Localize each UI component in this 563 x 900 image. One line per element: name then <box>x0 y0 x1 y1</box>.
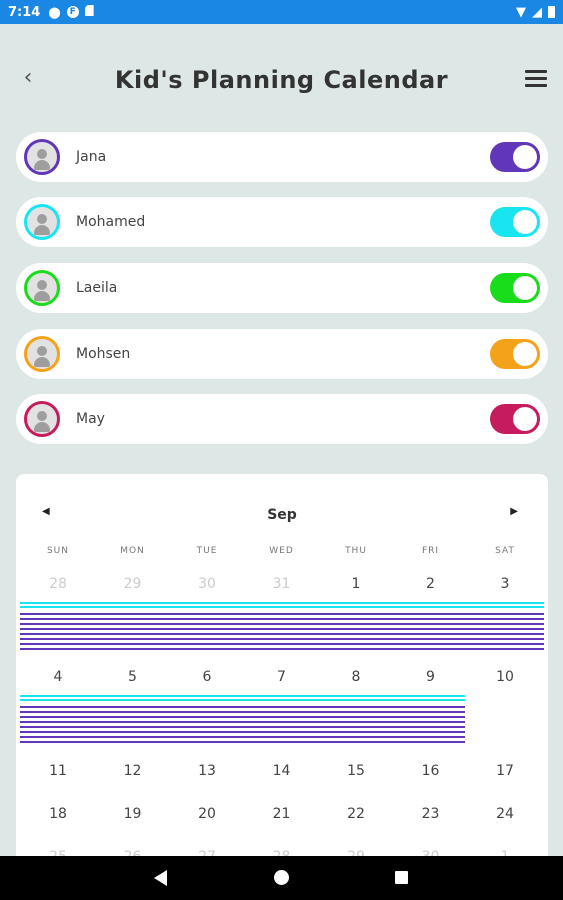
calendar: ◀ Sep ▶ SUN MON TUE WED THU FRI SAT 28 29 30 31 1 2 3… <box>16 474 548 874</box>
calendar-day[interactable]: 14 <box>272 763 291 779</box>
event-bar[interactable] <box>20 643 544 645</box>
calendar-day[interactable]: 6 <box>202 669 212 685</box>
wifi-icon: ▼ <box>516 4 526 20</box>
event-bar[interactable] <box>20 706 465 708</box>
event-bar[interactable] <box>20 606 544 608</box>
calendar-day[interactable]: 20 <box>198 806 216 822</box>
calendar-day[interactable]: 18 <box>49 806 67 822</box>
event-bar[interactable] <box>20 602 544 604</box>
calendar-day[interactable]: 29 <box>123 576 142 592</box>
back-button[interactable]: ‹ <box>23 65 33 90</box>
kid-toggle[interactable] <box>490 142 540 172</box>
status-bar: 7:14 ⬤ F ▼ ◢ <box>0 0 563 24</box>
kid-toggle[interactable] <box>490 404 540 434</box>
kid-row[interactable]: Laeila <box>16 263 548 313</box>
avatar <box>24 336 60 372</box>
event-bar[interactable] <box>20 613 544 615</box>
event-bar[interactable] <box>20 638 544 640</box>
calendar-day[interactable]: 17 <box>496 763 514 779</box>
event-bar[interactable] <box>20 721 465 723</box>
calendar-day[interactable]: 11 <box>49 763 67 779</box>
location-icon: ⬤ <box>48 5 61 19</box>
kid-row[interactable]: Jana <box>16 132 548 182</box>
nav-home-icon[interactable] <box>274 870 289 885</box>
weekday-label: THU <box>345 546 367 556</box>
avatar <box>24 204 60 240</box>
event-bar[interactable] <box>20 695 465 697</box>
calendar-day[interactable]: 19 <box>123 806 142 822</box>
weekday-label: MON <box>120 546 145 556</box>
menu-icon[interactable] <box>525 70 547 88</box>
kid-row[interactable]: Mohsen <box>16 329 548 379</box>
calendar-day[interactable]: 2 <box>426 576 435 592</box>
event-bar[interactable] <box>20 726 465 728</box>
avatar <box>24 139 60 175</box>
event-bar[interactable] <box>20 711 465 713</box>
calendar-day[interactable]: 9 <box>426 669 435 685</box>
sd-card-icon <box>84 5 94 16</box>
nav-recents-icon[interactable] <box>395 871 408 884</box>
event-bar[interactable] <box>20 648 544 650</box>
weekday-label: SAT <box>495 546 515 556</box>
kid-name: May <box>76 411 105 427</box>
app-bar: ‹ Kid's Planning Calendar <box>0 24 563 108</box>
weekday-label: FRI <box>421 546 440 556</box>
calendar-day[interactable]: 13 <box>198 763 216 779</box>
app-notification-icon: F <box>66 6 79 18</box>
calendar-day[interactable]: 16 <box>421 763 440 779</box>
calendar-day[interactable]: 12 <box>123 763 142 779</box>
prev-month-icon[interactable]: ◀ <box>42 506 50 517</box>
signal-icon: ◢ <box>532 4 542 20</box>
event-bar[interactable] <box>20 633 544 635</box>
event-bar[interactable] <box>20 731 465 733</box>
calendar-day[interactable]: 4 <box>53 669 63 685</box>
status-time: 7:14 <box>8 4 41 20</box>
calendar-day[interactable]: 23 <box>421 806 440 822</box>
event-bar[interactable] <box>20 699 465 701</box>
calendar-day[interactable]: 15 <box>347 763 365 779</box>
kid-name: Jana <box>76 149 107 165</box>
event-bar[interactable] <box>20 623 544 625</box>
kid-name: Mohamed <box>76 214 146 230</box>
calendar-day[interactable]: 31 <box>272 576 291 592</box>
calendar-day[interactable]: 28 <box>49 576 67 592</box>
weekday-label: SUN <box>46 546 70 556</box>
weekday-label: TUE <box>196 546 218 556</box>
calendar-month: Sep <box>267 507 297 523</box>
kid-name: Laeila <box>76 280 118 296</box>
calendar-day[interactable]: 30 <box>198 576 216 592</box>
system-nav-bar <box>0 856 563 900</box>
battery-icon <box>548 6 555 18</box>
calendar-day[interactable]: 3 <box>500 576 510 592</box>
calendar-day[interactable]: 21 <box>272 806 291 822</box>
calendar-day[interactable]: 22 <box>347 806 365 822</box>
avatar <box>24 270 60 306</box>
next-month-icon[interactable]: ▶ <box>510 506 518 517</box>
page-title: Kid's Planning Calendar <box>114 66 449 94</box>
kid-toggle[interactable] <box>490 273 540 303</box>
event-bar[interactable] <box>20 628 544 630</box>
event-bar[interactable] <box>20 716 465 718</box>
kid-toggle[interactable] <box>490 207 540 237</box>
kid-name: Mohsen <box>76 346 131 362</box>
kid-toggle[interactable] <box>490 339 540 369</box>
kid-row[interactable]: May <box>16 394 548 444</box>
calendar-day[interactable]: 10 <box>496 669 514 685</box>
calendar-day[interactable]: 7 <box>277 669 286 685</box>
weekday-label: WED <box>269 546 294 556</box>
event-bar[interactable] <box>20 741 465 743</box>
calendar-day[interactable]: 5 <box>128 669 137 685</box>
event-bar[interactable] <box>20 736 465 738</box>
event-bar[interactable] <box>20 618 544 620</box>
calendar-day[interactable]: 1 <box>351 576 361 592</box>
avatar <box>24 401 60 437</box>
nav-back-icon[interactable] <box>154 870 167 886</box>
calendar-day[interactable]: 8 <box>351 669 361 685</box>
kid-row[interactable]: Mohamed <box>16 197 548 247</box>
calendar-day[interactable]: 24 <box>496 806 514 822</box>
